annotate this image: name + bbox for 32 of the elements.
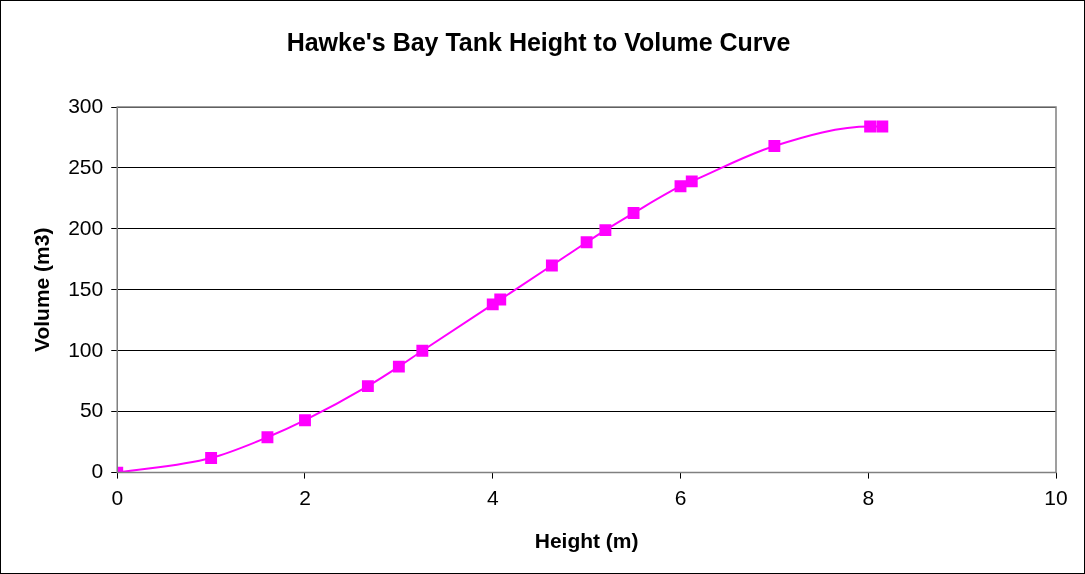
point: [261, 431, 274, 444]
x-tick-label: 0: [111, 486, 124, 509]
point: [768, 140, 781, 152]
point: [876, 120, 889, 133]
y-tick-label: 150: [68, 276, 104, 300]
x-tick-label: 6: [674, 486, 687, 509]
x-tick-label: 10: [1044, 486, 1068, 509]
point: [392, 360, 405, 373]
point: [416, 344, 429, 357]
x-tick-label: 8: [862, 486, 875, 509]
y-tick-label: 300: [68, 93, 104, 117]
point: [299, 414, 311, 427]
point: [599, 224, 612, 237]
y-tick-label: 0: [91, 459, 104, 483]
y-axis-title: Volume (m3): [30, 227, 54, 353]
x-tick-label: 2: [299, 486, 311, 509]
point: [580, 236, 593, 249]
point: [674, 180, 687, 193]
y-tick-label: 50: [79, 398, 104, 422]
x-tick-label: 4: [486, 486, 499, 509]
y-tick-label: 100: [68, 337, 104, 361]
x-axis-title: Height (m): [534, 529, 639, 553]
point: [545, 259, 558, 272]
point: [494, 293, 507, 306]
point: [685, 175, 698, 188]
point: [361, 380, 374, 393]
point: [864, 120, 877, 133]
y-tick-label: 200: [68, 215, 104, 239]
point: [205, 452, 218, 464]
chart-title: Hawke's Bay Tank Height to Volume Curve: [286, 27, 791, 56]
point: [627, 207, 640, 219]
y-tick-label: 250: [68, 154, 104, 178]
